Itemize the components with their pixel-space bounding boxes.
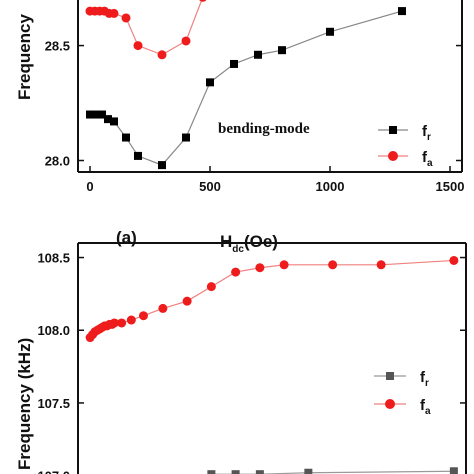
bottom-legend-fa-sub: a: [425, 406, 431, 417]
bottom-plot-area: [85, 255, 459, 474]
x-tick-label: 500: [199, 179, 221, 194]
data-point-fr: [206, 78, 214, 87]
bottom-ticks: 107.0 107.5 108.0 108.5: [37, 251, 466, 474]
data-point-fa: [181, 36, 191, 46]
series-line-fr: [90, 10, 403, 166]
data-point-fa: [328, 260, 338, 270]
x-label-h: H: [220, 232, 232, 251]
top-legend-fa-name: f: [422, 149, 428, 166]
x-tick-label: 1000: [316, 179, 345, 194]
data-point-fr: [86, 110, 94, 119]
top-legend-fa-marker: [388, 151, 398, 161]
data-point-fa: [109, 8, 119, 18]
top-x-axis-label: Hdc(Oe): [220, 232, 278, 255]
bottom-legend-fa-name: f: [420, 397, 426, 414]
data-point-fa: [121, 13, 131, 23]
y-tick-label: 107.0: [37, 469, 70, 474]
data-point-fr: [122, 133, 130, 142]
top-panel: 28.0 28.5 0 500 1000 1500 Frequency bending-m…: [15, 0, 465, 255]
top-legend-fa-label: fa: [422, 149, 433, 169]
data-point-fr: [255, 470, 264, 474]
data-point-fa: [199, 0, 207, 2]
data-point-fa: [255, 263, 265, 273]
data-point-fa: [158, 303, 168, 313]
y-tick-label: 28.0: [45, 154, 70, 169]
x-tick-label: 1500: [436, 179, 465, 194]
data-point-fr: [182, 133, 190, 142]
top-legend-fr-label: fr: [422, 123, 431, 143]
bottom-legend-fr-sub: r: [425, 378, 429, 389]
y-tick-label: 107.5: [37, 396, 70, 411]
data-point-fr: [98, 110, 106, 119]
x-label-sub: dc: [232, 244, 244, 255]
data-point-fa: [117, 318, 127, 328]
series-line-fr: [210, 470, 454, 474]
data-point-fa: [182, 296, 192, 306]
series-line-fa: [89, 259, 454, 338]
data-point-fa: [133, 41, 143, 51]
top-legend: fr fa: [378, 123, 433, 169]
data-point-fa: [231, 267, 241, 277]
bottom-legend-fr-name: f: [420, 369, 426, 386]
y-tick-label: 28.5: [45, 39, 70, 54]
top-legend-fa-sub: a: [427, 158, 433, 169]
bottom-legend-fr-label: fr: [420, 369, 429, 389]
data-point-fr: [207, 470, 216, 474]
data-point-fa: [206, 282, 216, 292]
top-plot-area: [85, 0, 406, 170]
data-point-fr: [104, 115, 112, 124]
bottom-legend-fr-marker: [386, 372, 394, 380]
data-point-fr: [92, 110, 100, 119]
data-point-fr: [134, 151, 142, 160]
panel-label-a: (a): [116, 228, 137, 247]
data-point-fa: [157, 50, 167, 60]
data-point-fr: [326, 27, 334, 36]
x-label-unit: (Oe): [244, 232, 278, 251]
data-point-fa: [449, 255, 459, 265]
data-point-fr: [230, 59, 238, 68]
top-legend-fr-name: f: [422, 123, 428, 140]
data-point-fr: [254, 50, 262, 59]
y-tick-label: 108.5: [37, 251, 70, 266]
y-tick-label: 108.0: [37, 323, 70, 338]
bottom-legend-fa-label: fa: [420, 397, 431, 417]
bottom-legend-fa-marker: [385, 399, 395, 409]
data-point-fr: [110, 117, 118, 126]
data-point-fr: [449, 467, 458, 474]
annotation-bending-mode: bending-mode: [218, 121, 310, 137]
data-point-fa: [376, 260, 386, 270]
data-point-fa: [279, 260, 289, 270]
data-point-fa: [109, 318, 119, 328]
bottom-legend: fr fa: [374, 369, 431, 417]
data-point-fr: [158, 161, 166, 170]
data-point-fr: [304, 468, 313, 474]
data-point-fa: [138, 311, 148, 321]
x-tick-label: 0: [86, 179, 93, 194]
top-ticks: 28.0 28.5 0 500 1000 1500: [45, 39, 465, 194]
top-legend-fr-sub: r: [427, 132, 431, 143]
bottom-panel: 107.0 107.5 108.0 108.5 Frequency (kHz) fr …: [15, 242, 467, 474]
data-point-fr: [231, 470, 240, 474]
top-y-axis-label: Frequency: [15, 13, 34, 100]
data-point-fr: [278, 46, 286, 55]
data-point-fr: [398, 7, 406, 16]
bottom-y-axis-label: Frequency (kHz): [15, 338, 34, 470]
top-legend-fr-marker: [389, 126, 397, 134]
data-point-fa: [126, 315, 136, 325]
